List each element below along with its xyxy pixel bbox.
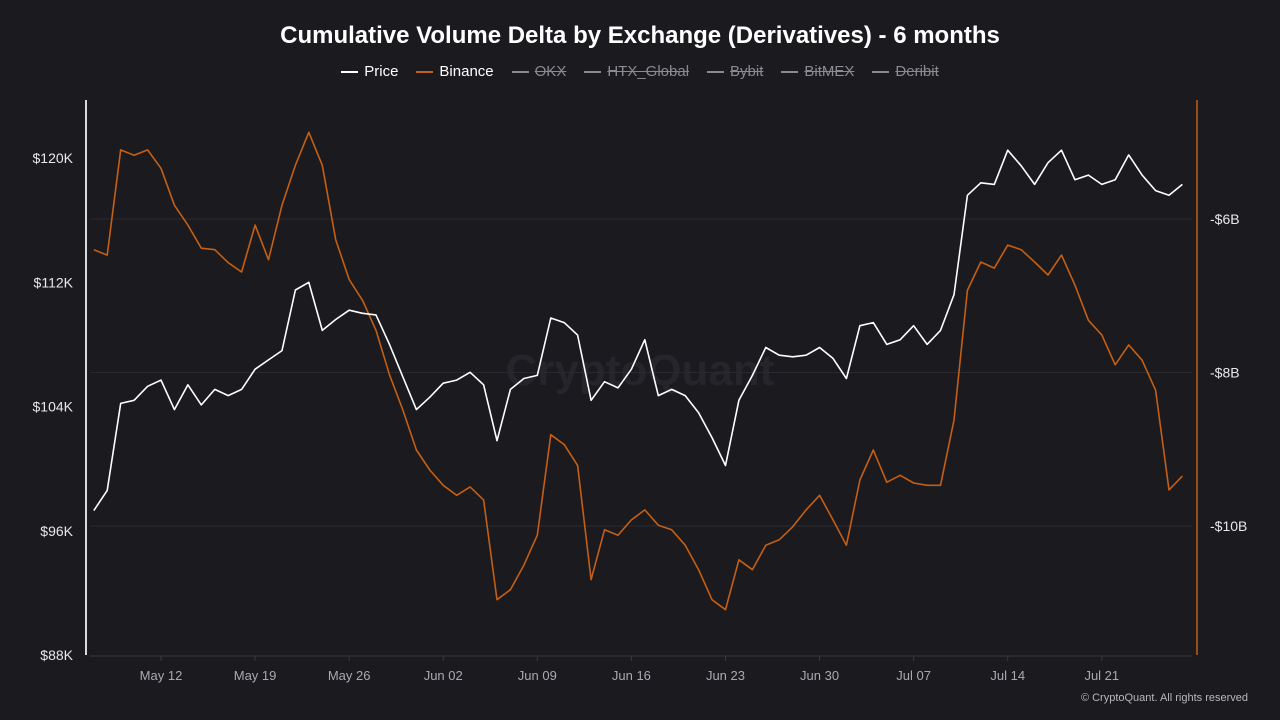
legend-swatch: [584, 70, 602, 73]
x-axis-tick-label: May 12: [140, 668, 183, 683]
right-axis-tick-label: -$8B: [1210, 365, 1240, 381]
right-axis-tick-label: -$10B: [1210, 518, 1247, 534]
legend-item-htx-global[interactable]: HTX_Global: [584, 63, 689, 80]
legend-swatch: [511, 70, 529, 73]
legend-swatch: [341, 70, 359, 73]
copyright: © CryptoQuant. All rights reserved: [1080, 692, 1248, 704]
legend-item-bitmex[interactable]: BitMEX: [781, 63, 854, 80]
legend-item-price[interactable]: Price: [341, 63, 398, 80]
legend-swatch: [416, 70, 434, 73]
legend-item-okx[interactable]: OKX: [511, 63, 567, 80]
x-axis-tick-label: Jun 02: [424, 668, 463, 683]
right-axis-tick-label: -$6B: [1210, 211, 1240, 227]
series-line-binance: [93, 131, 1183, 611]
x-axis-tick-label: Jul 14: [990, 668, 1025, 683]
legend-item-bybit[interactable]: Bybit: [707, 63, 763, 80]
x-axis-tick-label: Jun 09: [518, 668, 557, 683]
legend-item-binance[interactable]: Binance: [416, 63, 494, 80]
watermark: CryptoQuant: [506, 346, 775, 395]
x-axis-tick-label: Jul 07: [896, 668, 931, 683]
x-axis-tick-label: May 19: [234, 668, 277, 683]
legend-label: HTX_Global: [607, 63, 690, 80]
x-axis-tick-label: Jul 21: [1084, 668, 1119, 683]
legend-label: BitMEX: [804, 63, 855, 80]
x-axis-tick-label: Jun 16: [612, 668, 651, 683]
x-axis-tick-label: Jun 23: [706, 668, 745, 683]
left-axis-tick-label: $104K: [33, 399, 74, 415]
legend-label: OKX: [534, 63, 567, 80]
gridlines: [90, 218, 1192, 527]
x-axis-tick-label: May 26: [328, 668, 371, 683]
left-axis-tick-label: $96K: [40, 523, 73, 539]
legend-swatch: [781, 70, 799, 73]
x-axis-tick-label: Jun 30: [800, 668, 839, 683]
legend-label: Price: [364, 63, 399, 80]
legend-label: Deribit: [895, 63, 939, 80]
legend-item-deribit[interactable]: Deribit: [872, 63, 939, 80]
series-line-price: [93, 149, 1183, 512]
legend: Price Binance OKX HTX_Global Bybit BitMEX Deri…: [0, 63, 1280, 80]
legend-swatch: [872, 70, 890, 73]
left-axis-tick-label: $120K: [33, 150, 74, 166]
legend-label: Binance: [439, 63, 494, 80]
chart-title: Cumulative Volume Delta by Exchange (Der…: [280, 22, 1000, 49]
left-axis-tick-label: $88K: [40, 647, 73, 663]
legend-label: Bybit: [730, 63, 764, 80]
left-axis-tick-label: $112K: [34, 274, 74, 290]
legend-swatch: [707, 70, 725, 73]
